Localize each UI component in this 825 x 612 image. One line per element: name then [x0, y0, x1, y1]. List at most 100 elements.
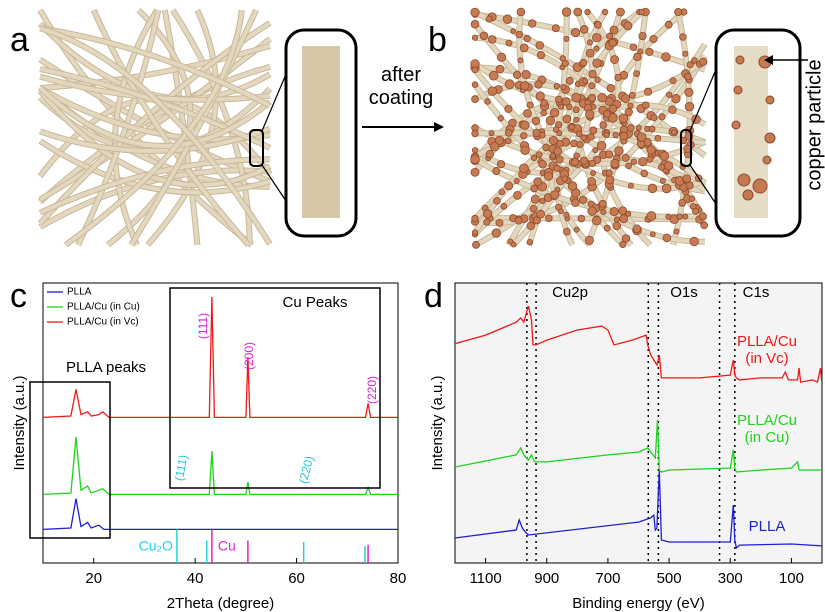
copper-particle: [649, 231, 656, 238]
copper-particle: [504, 79, 515, 90]
copper-particle: [520, 132, 528, 140]
copper-particle: [549, 152, 556, 159]
fiber: [146, 9, 219, 247]
annotation: C1s: [743, 284, 770, 301]
copper-particle: [619, 131, 628, 141]
copper-particle: [470, 19, 480, 29]
copper-particle: [519, 163, 529, 174]
copper-particle: [731, 120, 741, 130]
x-tick-label: 40: [187, 570, 204, 587]
copper-particle: [553, 82, 560, 90]
copper-particle: [482, 209, 493, 219]
copper-particle: [573, 7, 583, 17]
copper-particle: [575, 130, 583, 138]
copper-particle: [471, 129, 479, 138]
copper-particle: [621, 93, 631, 104]
copper-particle: [635, 124, 642, 131]
copper-particle: [563, 35, 570, 42]
copper-particle: [598, 199, 607, 208]
copper-particle: [648, 125, 656, 133]
copper-particle: [692, 207, 700, 215]
copper-particle: [561, 175, 569, 183]
copper-particle: [573, 152, 580, 159]
fiber: [39, 26, 271, 108]
copper-particle: [485, 149, 495, 159]
copper-particle: [585, 48, 595, 58]
copper-particle: [570, 139, 578, 148]
copper-particle: [555, 155, 564, 164]
particle-label: copper particle: [803, 59, 825, 190]
copper-particle: [489, 141, 500, 152]
copper-particle: [605, 175, 615, 185]
copper-particle: [608, 38, 617, 48]
copper-particle: [571, 157, 580, 167]
copper-particle: [665, 213, 672, 220]
fiber: [38, 64, 271, 204]
copper-particle: [540, 99, 548, 107]
copper-particle: [500, 202, 508, 210]
copper-particle: [534, 80, 543, 89]
copper-particle: [594, 21, 602, 29]
copper-particle: [558, 103, 565, 110]
panel-label: a: [10, 21, 29, 59]
copper-particle: [685, 181, 694, 190]
panel-label: c: [10, 277, 27, 315]
copper-particle: [532, 128, 541, 137]
copper-particle: [614, 146, 624, 156]
copper-particle: [571, 92, 581, 103]
copper-particle: [561, 7, 572, 17]
copper-particle: [625, 162, 632, 170]
copper-particle: [604, 150, 614, 159]
copper-particle: [616, 7, 625, 17]
copper-particle: [498, 188, 506, 196]
copper-particle: [585, 109, 595, 119]
copper-particle: [640, 169, 649, 178]
copper-particle: [646, 155, 654, 163]
copper-particle: [554, 95, 563, 104]
annotation-box: [169, 287, 381, 489]
copper-particle: [553, 146, 563, 156]
x-tick-label: 700: [595, 570, 620, 587]
copper-particle: [609, 207, 619, 217]
copper-particle: [561, 97, 571, 106]
copper-particle: [493, 197, 501, 205]
copper-particle: [548, 135, 558, 145]
copper-particle: [584, 235, 594, 245]
copper-particle: [536, 209, 546, 219]
copper-particle: [504, 129, 513, 137]
copper-particle: [608, 104, 618, 113]
copper-particle: [535, 91, 545, 101]
copper-particle: [536, 51, 546, 60]
copper-particle: [627, 124, 635, 132]
copper-particle: [526, 221, 536, 231]
copper-particle: [633, 52, 642, 62]
copper-particle: [612, 131, 619, 139]
copper-particle: [532, 216, 541, 225]
copper-particle: [573, 226, 580, 233]
copper-particle: [742, 189, 754, 201]
copper-particle: [562, 114, 572, 124]
copper-particle: [572, 106, 580, 114]
copper-particle: [632, 224, 642, 233]
copper-particle: [606, 32, 614, 40]
copper-particle: [594, 76, 601, 84]
annotation: (220): [365, 376, 379, 404]
x-tick-label: 20: [85, 570, 102, 587]
copper-particle: [504, 181, 514, 191]
copper-particle: [563, 211, 570, 218]
copper-particle: [471, 81, 479, 88]
fiber: [473, 68, 706, 191]
copper-particle: [679, 33, 687, 41]
copper-particle: [664, 20, 673, 29]
copper-particle: [488, 70, 499, 81]
copper-particle: [470, 167, 480, 177]
copper-particle: [526, 101, 534, 109]
copper-particle: [533, 177, 542, 186]
copper-particle: [629, 43, 638, 51]
copper-particle: [535, 151, 543, 159]
copper-particle: [496, 160, 506, 169]
copper-particle: [593, 45, 600, 52]
fiber: [112, 8, 159, 246]
copper-particle: [588, 82, 596, 90]
